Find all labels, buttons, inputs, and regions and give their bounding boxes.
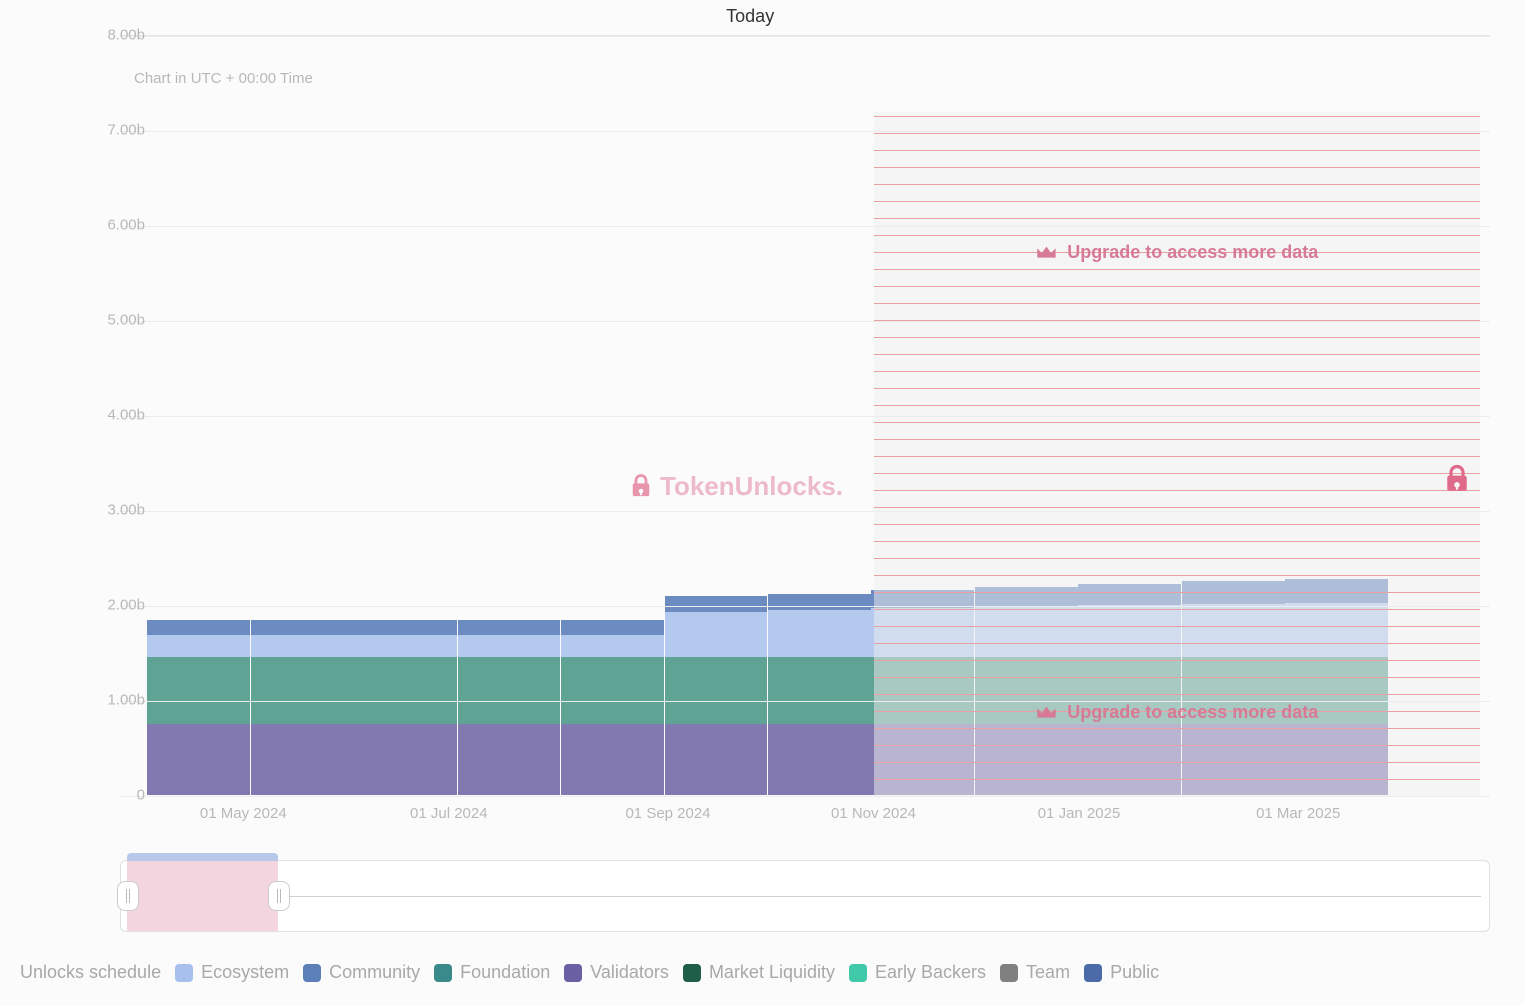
bar-segment-validators xyxy=(354,724,457,795)
y-axis-tick: 4.00b xyxy=(65,407,145,424)
x-axis-tick: 01 May 2024 xyxy=(200,805,287,822)
bar-segment-validators xyxy=(251,724,354,795)
bar-segment-validators xyxy=(458,724,561,795)
legend-title: Unlocks schedule xyxy=(20,962,161,983)
y-axis-tick: 2.00b xyxy=(65,597,145,614)
bar-segment-community xyxy=(354,620,457,635)
range-brush[interactable] xyxy=(120,860,1490,932)
bar-segment-community xyxy=(561,620,664,635)
legend-swatch xyxy=(683,964,701,982)
brush-track xyxy=(129,896,1481,897)
brush-handle-left[interactable] xyxy=(117,881,139,911)
bar[interactable] xyxy=(458,35,561,795)
bar-segment-ecosystem xyxy=(354,635,457,657)
bar-segment-foundation xyxy=(665,657,768,724)
legend-swatch xyxy=(564,964,582,982)
y-axis-tick: 6.00b xyxy=(65,217,145,234)
bar[interactable] xyxy=(147,35,250,795)
bar-segment-ecosystem xyxy=(251,635,354,657)
brush-preview-bars xyxy=(127,861,278,931)
bar[interactable] xyxy=(665,35,768,795)
legend-item[interactable]: Ecosystem xyxy=(175,962,289,983)
bar[interactable] xyxy=(354,35,457,795)
legend: Unlocks schedule Ecosystem Community Found… xyxy=(20,962,1159,983)
bar-segment-validators xyxy=(561,724,664,795)
y-axis-tick: 5.00b xyxy=(65,312,145,329)
legend-item[interactable]: Public xyxy=(1084,962,1159,983)
legend-label: Foundation xyxy=(460,962,550,983)
legend-item[interactable]: Community xyxy=(303,962,420,983)
chart-container: Today Chart in UTC + 00:00 Time Upgrade … xyxy=(0,0,1525,1005)
bar-segment-community xyxy=(147,620,250,635)
legend-swatch xyxy=(1084,964,1102,982)
watermark-logo: TokenUnlocks. xyxy=(630,471,843,502)
bar-segment-ecosystem xyxy=(561,635,664,657)
legend-label: Public xyxy=(1110,962,1159,983)
legend-swatch xyxy=(175,964,193,982)
bar-segment-ecosystem xyxy=(768,610,871,658)
bar[interactable] xyxy=(768,35,871,795)
crown-icon xyxy=(1035,704,1057,722)
upgrade-cta-top[interactable]: Upgrade to access more data xyxy=(1035,242,1318,263)
legend-swatch xyxy=(849,964,867,982)
bar-segment-foundation xyxy=(768,657,871,724)
lock-icon xyxy=(630,474,652,500)
crown-icon xyxy=(1035,244,1057,262)
bar-segment-validators xyxy=(665,724,768,795)
legend-item[interactable]: Team xyxy=(1000,962,1070,983)
upgrade-cta-bottom[interactable]: Upgrade to access more data xyxy=(1035,702,1318,723)
y-axis-tick: 1.00b xyxy=(65,692,145,709)
bar-segment-community xyxy=(665,596,768,611)
legend-swatch xyxy=(303,964,321,982)
legend-item[interactable]: Foundation xyxy=(434,962,550,983)
bar-segment-foundation xyxy=(354,657,457,724)
y-axis-tick: 8.00b xyxy=(65,27,145,44)
legend-item[interactable]: Validators xyxy=(564,962,669,983)
legend-swatch xyxy=(434,964,452,982)
lock-icon-corner xyxy=(1444,464,1470,496)
bar-segment-foundation xyxy=(251,657,354,724)
x-axis-tick: 01 Mar 2025 xyxy=(1256,805,1340,822)
legend-label: Early Backers xyxy=(875,962,986,983)
y-axis-tick: 0 xyxy=(65,787,145,804)
y-axis-tick: 7.00b xyxy=(65,122,145,139)
bar-segment-foundation xyxy=(458,657,561,724)
upgrade-overlay: Upgrade to access more data Upgrade to a… xyxy=(874,112,1481,796)
x-axis-tick: 01 Jul 2024 xyxy=(410,805,488,822)
x-axis-tick: 01 Jan 2025 xyxy=(1038,805,1121,822)
plot-area: Chart in UTC + 00:00 Time Upgrade to acc… xyxy=(120,35,1490,795)
bar-segment-foundation xyxy=(147,657,250,724)
x-axis-tick: 01 Sep 2024 xyxy=(625,805,710,822)
bar-segment-validators xyxy=(768,724,871,795)
x-axis-tick: 01 Nov 2024 xyxy=(831,805,916,822)
bar[interactable] xyxy=(251,35,354,795)
legend-item[interactable]: Early Backers xyxy=(849,962,986,983)
bar-segment-community xyxy=(251,620,354,635)
bar-segment-ecosystem xyxy=(665,612,768,658)
legend-label: Ecosystem xyxy=(201,962,289,983)
legend-label: Market Liquidity xyxy=(709,962,835,983)
bar-segment-ecosystem xyxy=(458,635,561,657)
legend-item[interactable]: Market Liquidity xyxy=(683,962,835,983)
legend-swatch xyxy=(1000,964,1018,982)
bar-segment-ecosystem xyxy=(147,635,250,657)
brush-handle-right[interactable] xyxy=(268,881,290,911)
bar-segment-community xyxy=(768,594,871,610)
bar[interactable] xyxy=(561,35,664,795)
legend-label: Validators xyxy=(590,962,669,983)
legend-label: Team xyxy=(1026,962,1070,983)
bar-segment-validators xyxy=(147,724,250,795)
today-label: Today xyxy=(726,6,774,27)
bar-segment-community xyxy=(458,620,561,635)
legend-label: Community xyxy=(329,962,420,983)
bar-segment-foundation xyxy=(561,657,664,724)
y-axis-tick: 3.00b xyxy=(65,502,145,519)
